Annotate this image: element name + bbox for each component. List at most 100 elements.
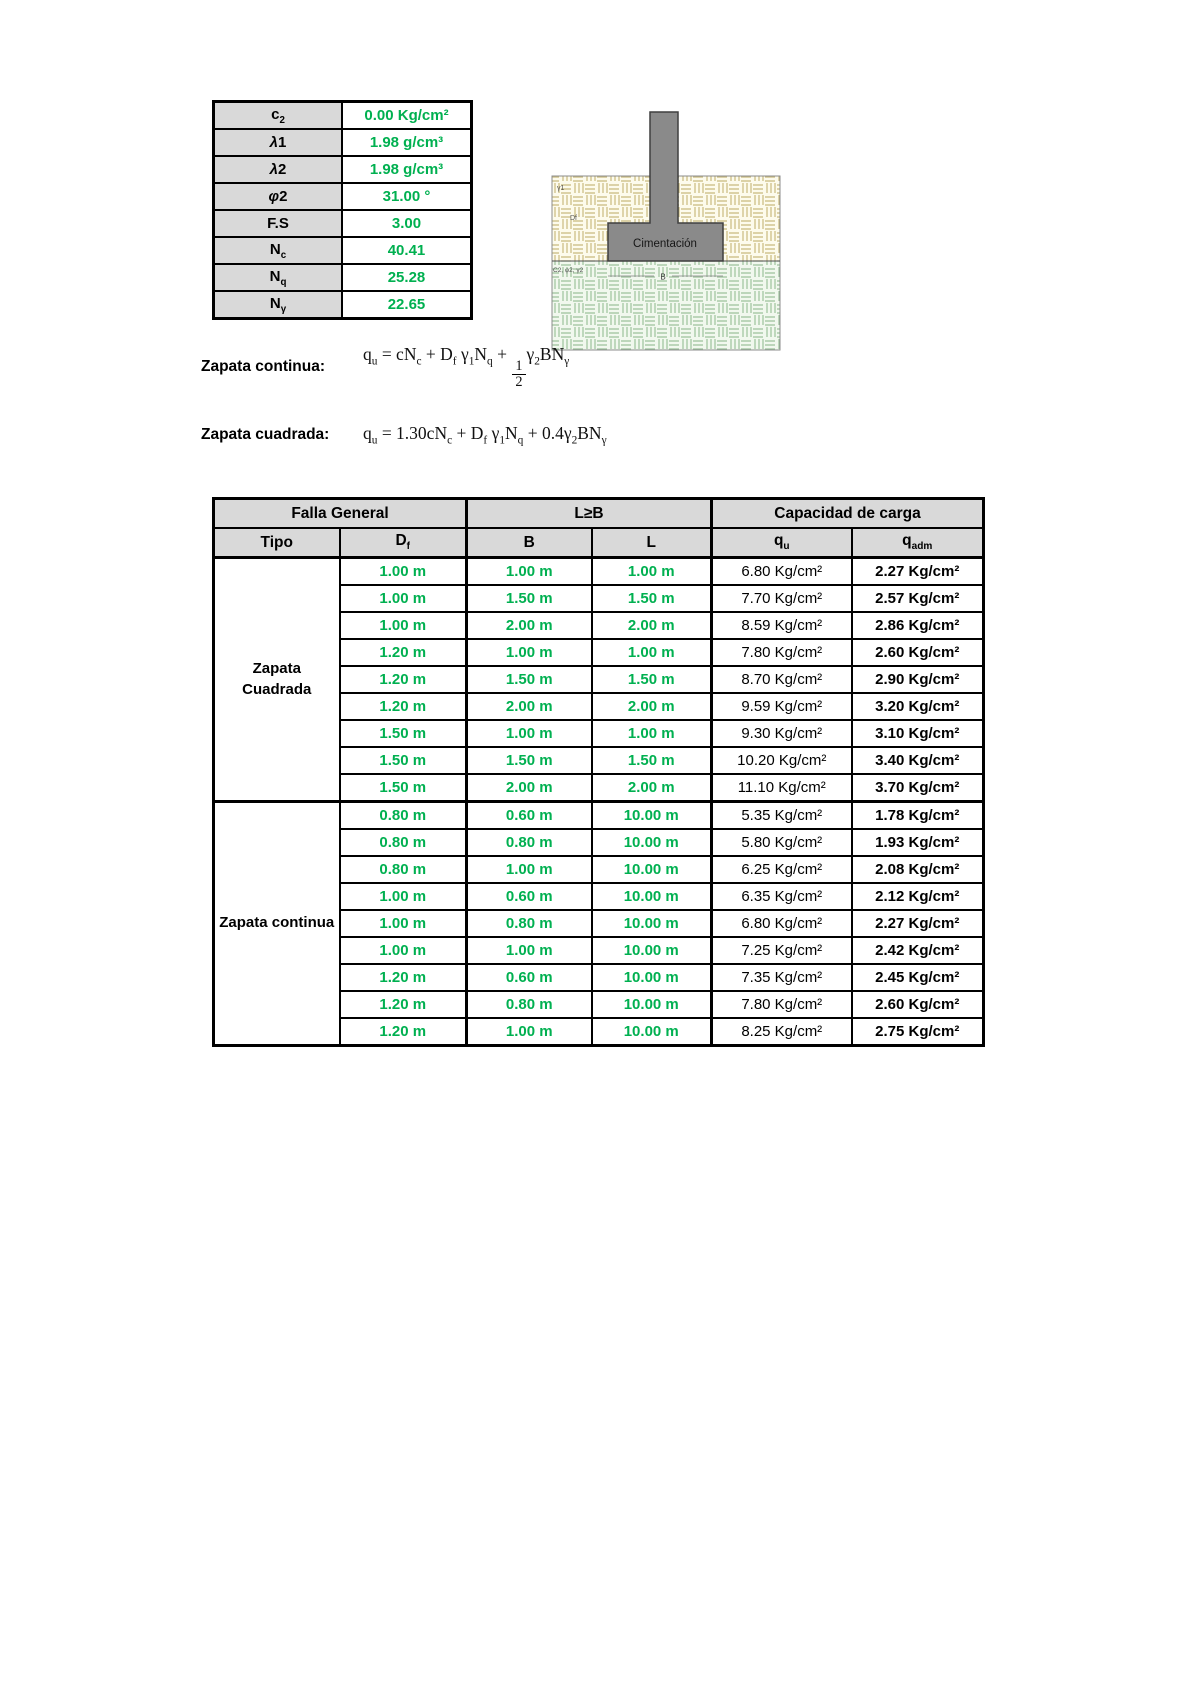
l-value: 2.00 m — [590, 773, 713, 803]
qu-value: 11.10 Kg/cm² — [710, 773, 853, 803]
l-value: 1.50 m — [590, 665, 713, 694]
table-row: c2 0.00 Kg/cm² — [212, 100, 473, 130]
table-row: 1.00 m 2.00 m 2.00 m 8.59 Kg/cm² 2.86 Kg/cm² — [214, 611, 985, 640]
qadm-value: 2.45 Kg/cm² — [850, 963, 985, 992]
qu-value: 7.25 Kg/cm² — [710, 936, 853, 965]
qadm-value: 3.20 Kg/cm² — [850, 692, 985, 721]
qadm-value: 2.42 Kg/cm² — [850, 936, 985, 965]
b-value: 0.60 m — [465, 963, 593, 992]
qadm-value: 2.08 Kg/cm² — [850, 855, 985, 884]
qadm-value: 2.57 Kg/cm² — [850, 584, 985, 613]
table-row: Nγ 22.65 — [212, 290, 473, 320]
table-header-row: Falla General L≥B Capacidad de carga — [212, 497, 985, 529]
param-value: 0.00 Kg/cm² — [341, 100, 473, 130]
df-value: 1.00 m — [338, 584, 468, 613]
table-row: 1.00 m 0.80 m 10.00 m 6.80 Kg/cm² 2.27 Kg/cm… — [214, 909, 985, 938]
parameters-table: c2 0.00 Kg/cm² λ1 1.98 g/cm³ λ2 1.98 g/c… — [212, 100, 473, 320]
l-value: 1.00 m — [590, 638, 713, 667]
header-lgeb: L≥B — [465, 497, 713, 529]
df-value: 1.00 m — [338, 882, 468, 911]
group-label: Zapata continua — [212, 800, 341, 1047]
capacity-table: Falla General L≥B Capacidad de carga Tip… — [212, 497, 985, 1047]
df-value: 1.00 m — [338, 936, 468, 965]
qu-value: 9.59 Kg/cm² — [710, 692, 853, 721]
table-row: λ1 1.98 g/cm³ — [212, 128, 473, 157]
qadm-value: 1.93 Kg/cm² — [850, 828, 985, 857]
foundation-diagram: Cimentación γ1 Df C2, φ2, γ2 B — [551, 111, 781, 351]
b-value: 0.60 m — [465, 882, 593, 911]
df-value: 1.00 m — [338, 611, 468, 640]
l-value: 2.00 m — [590, 611, 713, 640]
group-zapata-continua: Zapata continua 0.80 m 0.60 m 10.00 m 5.35 K… — [212, 800, 985, 1047]
table-row: Nq 25.28 — [212, 263, 473, 292]
df-value: 0.80 m — [338, 800, 468, 830]
header-falla-general: Falla General — [212, 497, 468, 529]
param-label: λ2 — [212, 155, 343, 184]
param-label: c2 — [212, 100, 343, 130]
df-value: 1.20 m — [338, 665, 468, 694]
b-value: 1.50 m — [465, 584, 593, 613]
table-row: Nc 40.41 — [212, 236, 473, 265]
l-value: 1.00 m — [590, 556, 713, 586]
b-value: 0.60 m — [465, 800, 593, 830]
l-value: 10.00 m — [590, 909, 713, 938]
table-row: Zapata continua 0.80 m 0.60 m 10.00 m 5.35 K… — [212, 800, 985, 1047]
df-value: 0.80 m — [338, 855, 468, 884]
table-row: Zapata Cuadrada 1.00 m 1.00 m 1.00 m 6.80 Kg… — [212, 556, 985, 803]
param-label: λ1 — [212, 128, 343, 157]
df-value: 0.80 m — [338, 828, 468, 857]
param-value: 31.00 ° — [341, 182, 473, 211]
qadm-value: 2.27 Kg/cm² — [850, 909, 985, 938]
df-value: 1.20 m — [338, 963, 468, 992]
qu-value: 5.80 Kg/cm² — [710, 828, 853, 857]
b-value: 1.50 m — [465, 746, 593, 775]
table-row: 1.20 m 1.00 m 10.00 m 8.25 Kg/cm² 2.75 Kg/cm… — [214, 1017, 985, 1047]
table-row: λ2 1.98 g/cm³ — [212, 155, 473, 184]
group-zapata-cuadrada: Zapata Cuadrada 1.00 m 1.00 m 1.00 m 6.80 Kg… — [212, 556, 985, 803]
table-row: 1.00 m 1.50 m 1.50 m 7.70 Kg/cm² 2.57 Kg/cm² — [214, 584, 985, 613]
qu-value: 8.25 Kg/cm² — [710, 1017, 853, 1047]
qadm-value: 2.75 Kg/cm² — [850, 1017, 985, 1047]
qu-value: 6.35 Kg/cm² — [710, 882, 853, 911]
header-tipo: Tipo — [212, 527, 341, 559]
l-value: 1.50 m — [590, 584, 713, 613]
param-value: 1.98 g/cm³ — [341, 155, 473, 184]
l-value: 10.00 m — [590, 990, 713, 1019]
b-dimension-label: B — [660, 273, 665, 282]
param-value: 40.41 — [341, 236, 473, 265]
b-value: 0.80 m — [465, 909, 593, 938]
table-row: 1.50 m 2.00 m 2.00 m 11.10 Kg/cm² 3.70 Kg/cm… — [214, 773, 985, 803]
qu-value: 10.20 Kg/cm² — [710, 746, 853, 775]
param-value: 25.28 — [341, 263, 473, 292]
param-value: 3.00 — [341, 209, 473, 238]
qu-value: 7.80 Kg/cm² — [710, 638, 853, 667]
header-qadm: qadm — [850, 527, 985, 559]
table-row: F.S 3.00 — [212, 209, 473, 238]
group-label: Zapata Cuadrada — [212, 556, 341, 803]
table-row: 0.80 m 0.80 m 10.00 m 5.80 Kg/cm² 1.93 Kg/cm… — [214, 828, 985, 857]
b-value: 0.80 m — [465, 990, 593, 1019]
b-value: 1.50 m — [465, 665, 593, 694]
qu-value: 8.59 Kg/cm² — [710, 611, 853, 640]
param-label: Nγ — [212, 290, 343, 320]
qu-value: 8.70 Kg/cm² — [710, 665, 853, 694]
table-row: 1.00 m 0.60 m 10.00 m 6.35 Kg/cm² 2.12 Kg/cm… — [214, 882, 985, 911]
l-value: 1.50 m — [590, 746, 713, 775]
header-b: B — [465, 527, 593, 559]
df-value: 1.20 m — [338, 990, 468, 1019]
b-value: 1.00 m — [465, 936, 593, 965]
layer2-annotation: C2, φ2, γ2 — [553, 267, 584, 274]
qadm-value: 2.60 Kg/cm² — [850, 990, 985, 1019]
param-label: Nq — [212, 263, 343, 292]
table-row: 1.00 m 1.00 m 10.00 m 7.25 Kg/cm² 2.42 Kg/cm… — [214, 936, 985, 965]
b-value: 2.00 m — [465, 692, 593, 721]
l-value: 10.00 m — [590, 800, 713, 830]
df-value: 1.50 m — [338, 746, 468, 775]
param-label: F.S — [212, 209, 343, 238]
b-value: 0.80 m — [465, 828, 593, 857]
header-qu: qu — [710, 527, 853, 559]
table-row: 1.20 m 0.80 m 10.00 m 7.80 Kg/cm² 2.60 Kg/cm… — [214, 990, 985, 1019]
param-value: 1.98 g/cm³ — [341, 128, 473, 157]
